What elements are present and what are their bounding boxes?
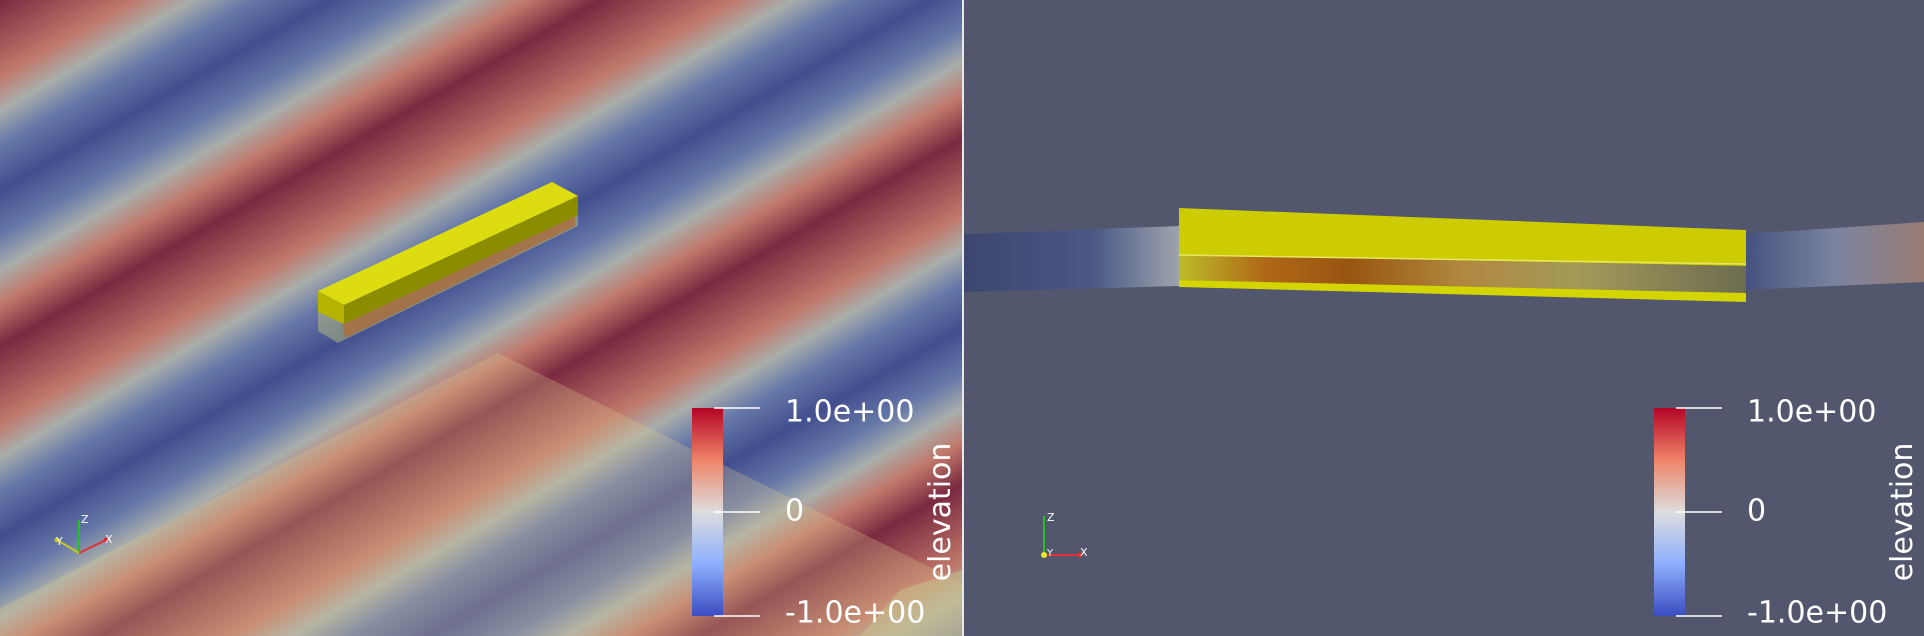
colorbar-max-label: 1.0e+00 — [785, 395, 914, 430]
colorbar-min-label: -1.0e+00 — [785, 596, 925, 631]
background — [964, 0, 1924, 636]
axis-y-label: Y — [1046, 548, 1054, 559]
colorbar-mid-label: 0 — [785, 494, 804, 529]
axis-x-label: X — [1080, 546, 1088, 559]
colorbar-mid-label: 0 — [1747, 494, 1766, 529]
plane-corner — [860, 570, 962, 636]
elevation-strip-right — [1744, 222, 1924, 290]
orientation-axes-right: Z X Y — [1041, 511, 1088, 559]
colorbar-min-label: -1.0e+00 — [1747, 596, 1887, 631]
render-view-right[interactable]: Z X Y 1.0e+00 0 -1.0e+00 elevation — [964, 0, 1924, 636]
orientation-axes-left: Z X Y — [54, 513, 113, 554]
yellow-beam-side — [1178, 208, 1747, 302]
axis-y-label: Y — [55, 535, 63, 548]
yellow-beam — [318, 182, 578, 343]
colorbar-title: elevation — [1885, 443, 1920, 582]
axis-x-label: X — [105, 533, 113, 546]
colorbar-right: 1.0e+00 0 -1.0e+00 elevation — [1654, 395, 1920, 631]
render-canvas-right[interactable]: Z X Y 1.0e+00 0 -1.0e+00 elevation — [964, 0, 1924, 636]
axis-z-label: Z — [81, 513, 89, 526]
elevation-strip-left — [964, 226, 1179, 292]
elevation-surface — [0, 0, 962, 636]
colorbar-left: 1.0e+00 0 -1.0e+00 elevation — [692, 395, 958, 631]
colorbar-max-label: 1.0e+00 — [1747, 395, 1876, 430]
render-canvas-left[interactable]: Z X Y 1.0e+00 0 -1.0e+00 elevation — [0, 0, 962, 636]
view-divider[interactable] — [962, 0, 964, 636]
axis-z-label: Z — [1047, 511, 1055, 524]
render-view-left[interactable]: Z X Y 1.0e+00 0 -1.0e+00 elevation — [0, 0, 962, 636]
colorbar-title: elevation — [923, 443, 958, 582]
